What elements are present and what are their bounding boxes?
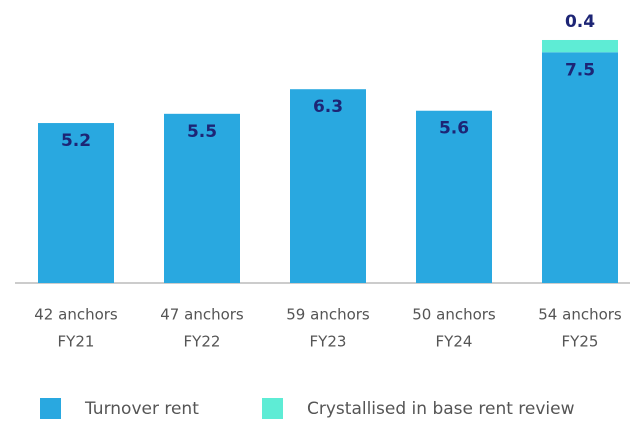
data-label: 7.5 [565,60,595,80]
bar [542,39,618,53]
bar [38,123,114,283]
x-tick-sublabel: 54 anchors [538,306,622,324]
bar [542,52,618,283]
bar [416,110,492,283]
x-tick-label: FY25 [562,333,599,351]
x-tick-label: FY24 [436,333,473,351]
data-label: 6.3 [313,97,343,117]
data-label: 0.4 [565,12,595,32]
x-tick-label: FY22 [184,333,221,351]
x-tick-sublabel: 42 anchors [34,306,118,324]
data-label: 5.6 [439,119,469,139]
x-tick-label: FY23 [310,333,347,351]
x-tick-label: FY21 [58,333,95,351]
data-label: 5.2 [61,131,91,151]
legend-swatch [40,398,61,419]
x-tick-sublabel: 50 anchors [412,306,496,324]
x-tick-sublabel: 59 anchors [286,306,370,324]
data-label: 5.5 [187,122,217,142]
bar [290,89,366,284]
bar [164,113,240,283]
legend-label: Crystallised in base rent review [307,399,575,419]
x-tick-sublabel: 47 anchors [160,306,244,324]
legend-swatch [262,398,283,419]
legend-label: Turnover rent [84,399,199,419]
